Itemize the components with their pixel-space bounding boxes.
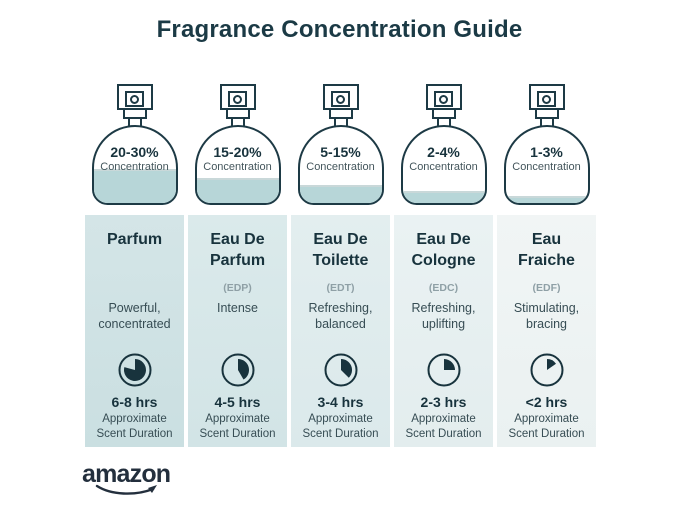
- concentration-label: Concentration: [203, 161, 272, 173]
- perfume-bottle-eau-de-toilette: 5-15% Concentration: [291, 84, 390, 205]
- concentration-label: Concentration: [409, 161, 478, 173]
- clock-duration-icon: [291, 352, 390, 388]
- perfume-bottle-eau-de-cologne: 2-4% Concentration: [394, 84, 493, 205]
- spray-cap-icon: [219, 84, 256, 110]
- concentration-label: Concentration: [512, 161, 581, 173]
- page-title: Fragrance Concentration Guide: [156, 16, 523, 43]
- bottle-flask: 1-3% Concentration: [503, 125, 590, 205]
- clock-duration-icon: [188, 352, 287, 388]
- spray-cap-icon: [528, 84, 565, 110]
- liquid-fill: [505, 196, 588, 203]
- fragrance-description: Powerful, concentrated: [98, 301, 171, 332]
- duration-hours: 2-3 hrs: [420, 394, 467, 410]
- concentration-value: 20-30%: [110, 144, 159, 160]
- duration-label: Approximate Scent Duration: [508, 413, 585, 440]
- duration-hours: 4-5 hrs: [214, 394, 261, 410]
- column-eau-de-toilette: Eau De Toilette (EDT) Refreshing, balanc…: [291, 215, 390, 447]
- amazon-smile-icon: [95, 484, 157, 495]
- clock-duration-icon: [85, 352, 184, 388]
- column-eau-de-cologne: Eau De Cologne (EDC) Refreshing, uplifti…: [394, 215, 493, 447]
- duration-hours: 3-4 hrs: [317, 394, 364, 410]
- fragrance-name: Eau De Toilette: [312, 231, 369, 269]
- concentration-value: 5-15%: [320, 144, 361, 160]
- duration-label: Approximate Scent Duration: [302, 413, 379, 440]
- fragrance-columns: Parfum Powerful, concentrated 6-8 hrs Ap…: [85, 215, 596, 447]
- column-eau-de-parfum: Eau De Parfum (EDP) Intense 4-5 hrs Appr…: [188, 215, 287, 447]
- amazon-logo: amazon: [82, 460, 171, 498]
- column-eau-fraiche: Eau Fraiche (EDF) Stimulating, bracing <…: [497, 215, 596, 447]
- fragrance-name: Eau Fraiche: [518, 231, 575, 269]
- fragrance-abbr: (EDP): [223, 282, 252, 294]
- concentration-label: Concentration: [306, 161, 375, 173]
- fragrance-description: Refreshing, balanced: [308, 301, 373, 332]
- liquid-fill: [93, 168, 176, 203]
- fragrance-name: Eau De Cologne: [411, 231, 476, 269]
- fragrance-name: Parfum: [106, 231, 163, 248]
- fragrance-description: Intense: [216, 301, 258, 315]
- perfume-bottle-eau-de-parfum: 15-20% Concentration: [188, 84, 287, 205]
- clock-duration-icon: [497, 352, 596, 388]
- liquid-fill: [402, 190, 485, 203]
- bottles-row: 20-30% Concentration 15-20% Concentratio…: [85, 84, 596, 205]
- spray-cap-icon: [322, 84, 359, 110]
- clock-duration-icon: [394, 352, 493, 388]
- duration-hours: 6-8 hrs: [111, 394, 158, 410]
- duration-label: Approximate Scent Duration: [199, 413, 276, 440]
- concentration-value: 2-4%: [427, 144, 460, 160]
- perfume-bottle-parfum: 20-30% Concentration: [85, 84, 184, 205]
- duration-label: Approximate Scent Duration: [405, 413, 482, 440]
- fragrance-abbr: (EDT): [326, 282, 355, 294]
- perfume-bottle-eau-fraiche: 1-3% Concentration: [497, 84, 596, 205]
- fragrance-name: Eau De Parfum: [209, 231, 266, 269]
- fragrance-abbr: (EDF): [532, 282, 561, 294]
- spray-cap-icon: [425, 84, 462, 110]
- spray-cap-icon: [116, 84, 153, 110]
- bottle-flask: 2-4% Concentration: [400, 125, 487, 205]
- fragrance-description: Refreshing, uplifting: [411, 301, 476, 332]
- concentration-label: Concentration: [100, 161, 169, 173]
- duration-hours: <2 hrs: [525, 394, 568, 410]
- concentration-value: 15-20%: [213, 144, 262, 160]
- fragrance-abbr: [85, 282, 184, 298]
- bottle-flask: 20-30% Concentration: [91, 125, 178, 205]
- liquid-fill: [299, 184, 382, 203]
- column-parfum: Parfum Powerful, concentrated 6-8 hrs Ap…: [85, 215, 184, 447]
- liquid-fill: [196, 177, 279, 203]
- fragrance-abbr: (EDC): [428, 282, 459, 294]
- bottle-flask: 5-15% Concentration: [297, 125, 384, 205]
- duration-label: Approximate Scent Duration: [96, 413, 173, 440]
- concentration-value: 1-3%: [530, 144, 563, 160]
- amazon-logo-text: amazon: [82, 460, 171, 488]
- fragrance-description: Stimulating, bracing: [513, 301, 580, 332]
- bottle-flask: 15-20% Concentration: [194, 125, 281, 205]
